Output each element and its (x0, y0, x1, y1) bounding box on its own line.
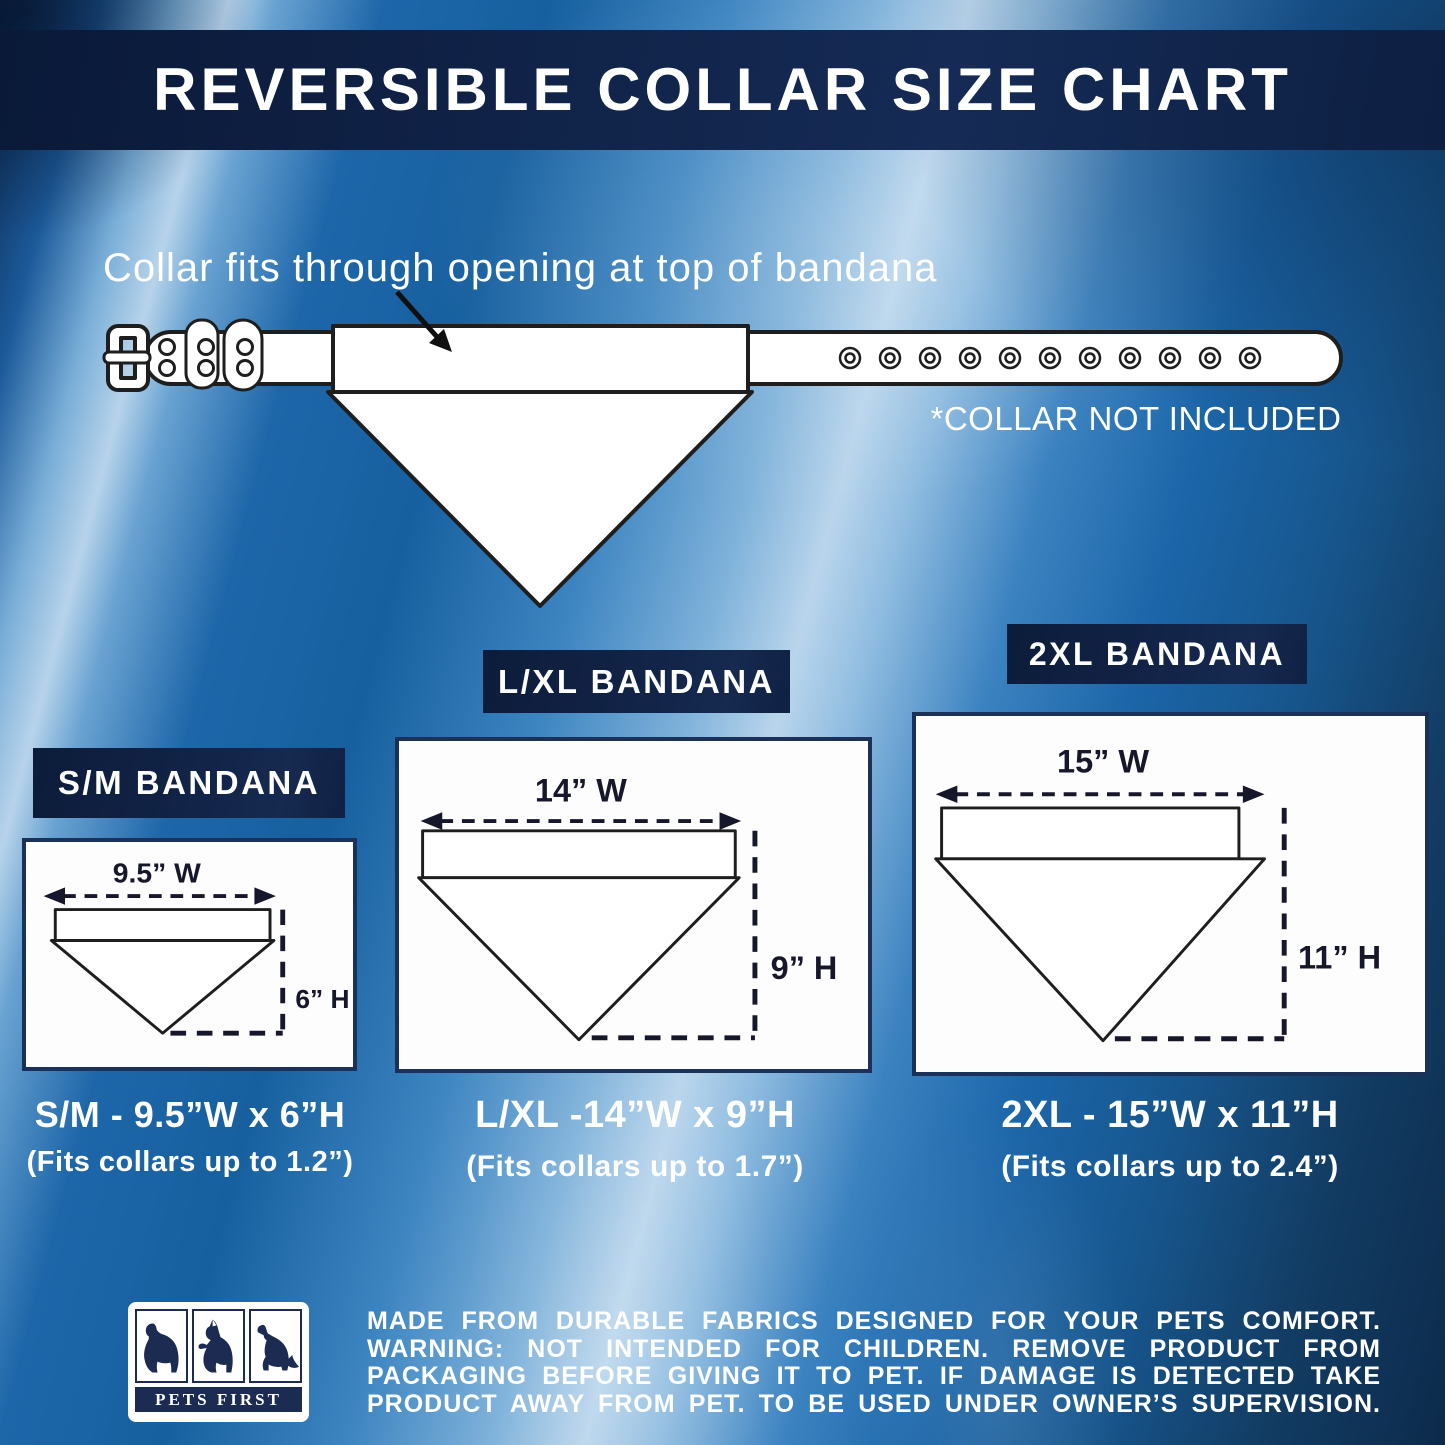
size-caption-sm: S/M - 9.5”W x 6”H (34, 1094, 346, 1135)
bandana-sleeve (331, 324, 750, 394)
pointer-arrow (395, 290, 452, 352)
height-value-sm: 6” H (295, 984, 349, 1014)
dog-silhouette-icon (257, 1324, 300, 1371)
bandana-band-lxl (421, 829, 737, 880)
height-dimension-2xl: 11” H (1114, 807, 1381, 1042)
bandana-triangle (326, 390, 754, 608)
bandana-triangle-lxl (417, 876, 741, 1042)
size-label-sm: S/M BANDANA (33, 748, 345, 818)
safety-disclaimer: MADE FROM DURABLE FABRICS DESIGNED FOR Y… (367, 1307, 1381, 1418)
brand-name: PETS FIRST (135, 1387, 302, 1412)
strap-eyelets (838, 346, 1262, 370)
bandana-band-sm (53, 908, 272, 942)
logo-dog-3 (249, 1309, 302, 1383)
collar-not-included-note: *COLLAR NOT INCLUDED (930, 400, 1342, 437)
fits-note-2xl: (Fits collars up to 2.4”) (1001, 1150, 1339, 1183)
width-value-lxl: 14” W (535, 773, 627, 809)
collar-buckle (106, 324, 150, 392)
width-value-sm: 9.5” W (113, 858, 201, 889)
disclaimer-line: MADE FROM DURABLE FABRICS DESIGNED FOR Y… (367, 1307, 1381, 1335)
dog-silhouette-icon (144, 1323, 179, 1373)
disclaimer-line: PRODUCT AWAY FROM PET. TO BE USED UNDER … (367, 1389, 1381, 1418)
fits-note-sm: (Fits collars up to 1.2”) (26, 1146, 354, 1178)
bandana-triangle-2xl (934, 857, 1266, 1043)
disclaimer-line: WARNING: NOT INTENDED FOR CHILDREN. REMO… (367, 1334, 1381, 1363)
size-caption-lxl: L/XL -14”W x 9”H (475, 1094, 795, 1136)
bandana-triangle-sm (49, 939, 276, 1035)
fits-note-lxl: (Fits collars up to 1.7”) (466, 1150, 804, 1183)
strap-holes (158, 338, 254, 377)
width-dimension-sm: 9.5” W (43, 858, 276, 905)
size-diagram-lxl: 14” W 9” H (395, 737, 872, 1073)
size-diagram-sm: 9.5” W 6” H (22, 838, 357, 1071)
collar-opening-note: Collar fits through opening at top of ba… (103, 246, 938, 290)
collar-illustration (102, 290, 1343, 608)
page-title: REVERSIBLE COLLAR SIZE CHART (153, 56, 1292, 123)
size-label-2xl: 2XL BANDANA (1007, 624, 1307, 684)
logo-dog-2 (192, 1309, 245, 1383)
height-dimension-lxl: 9” H (591, 830, 838, 1041)
logo-dog-1 (135, 1309, 188, 1383)
title-banner: REVERSIBLE COLLAR SIZE CHART (0, 30, 1445, 150)
width-dimension-2xl: 15” W (935, 744, 1265, 804)
height-value-2xl: 11” H (1298, 939, 1381, 975)
dog-silhouette-icon (198, 1319, 233, 1373)
width-value-2xl: 15” W (1057, 744, 1149, 780)
buckle-prong (102, 350, 152, 365)
pets-first-logo: PETS FIRST (128, 1302, 309, 1422)
size-label-lxl: L/XL BANDANA (483, 650, 790, 713)
width-dimension-lxl: 14” W (420, 773, 742, 830)
logo-dog-row (135, 1309, 302, 1383)
height-value-lxl: 9” H (771, 950, 838, 986)
bandana-band-2xl (940, 806, 1241, 861)
height-dimension-sm: 6” H (170, 909, 350, 1036)
disclaimer-line: PACKAGING BEFORE GIVING IT TO PET. IF DA… (367, 1362, 1381, 1390)
size-caption-2xl: 2XL - 15”W x 11”H (1001, 1094, 1339, 1136)
size-diagram-2xl: 15” W 11” H (912, 712, 1429, 1076)
